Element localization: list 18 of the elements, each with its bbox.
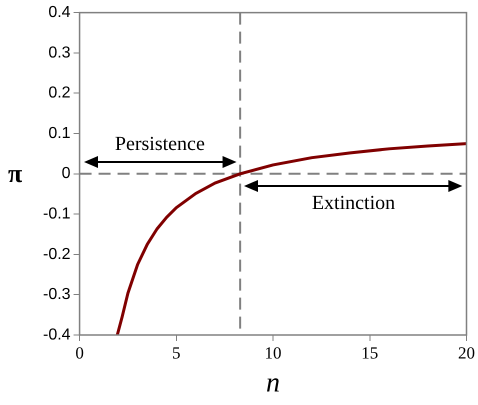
y-axis-title: π — [8, 158, 22, 189]
y-tick-label: -0.2 — [42, 246, 71, 263]
y-tick-label: -0.4 — [42, 326, 71, 344]
x-tick-label: 5 — [172, 344, 181, 363]
y-tick-label: 0.1 — [48, 124, 71, 142]
annotation: Extinction — [312, 192, 396, 215]
x-tick-label: 10 — [264, 344, 282, 363]
x-tick-label: 20 — [458, 344, 475, 363]
x-axis-title: n — [266, 368, 280, 399]
y-tick-label: 0.3 — [48, 44, 71, 62]
annotation: Persistence — [114, 132, 205, 156]
y-tick-label: -0.3 — [42, 286, 71, 304]
y-tick-label: -0.1 — [42, 206, 71, 223]
y-tick-label: 0.4 — [48, 4, 71, 22]
x-tick-label: 0 — [75, 344, 84, 363]
y-tick-label: 0.2 — [48, 84, 71, 102]
y-tick-label: 0 — [62, 165, 71, 182]
x-tick-label: 15 — [361, 344, 378, 363]
